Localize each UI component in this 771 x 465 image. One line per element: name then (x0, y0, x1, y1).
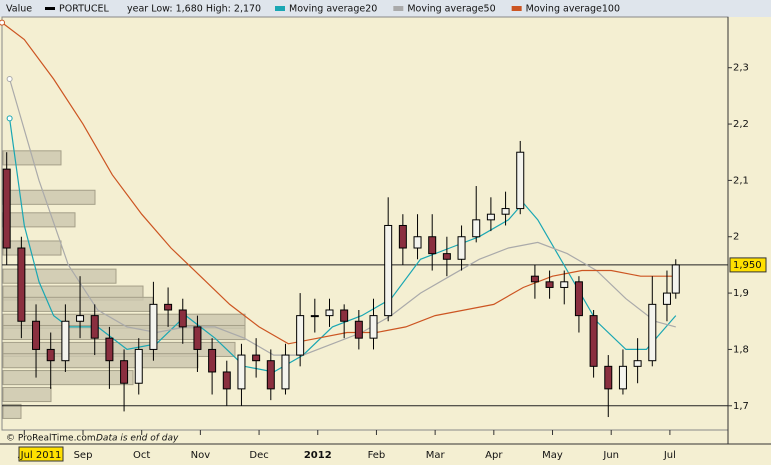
candle-body (398, 224, 407, 249)
y-tick-label: 1,9 (733, 288, 749, 299)
volume-profile-bar (2, 353, 199, 369)
candle-body (105, 337, 114, 362)
legend-swatch (275, 6, 285, 11)
candle-body (501, 208, 510, 215)
last-price-box (729, 257, 767, 273)
x-tick-label: Apr (485, 450, 503, 461)
legend-entry: Moving average20 (289, 4, 377, 15)
y-tick-label: 2 (733, 232, 739, 243)
candle-body (662, 292, 671, 305)
candle-body (134, 348, 143, 384)
candle-body (252, 354, 261, 362)
candle-body (17, 247, 26, 322)
candle-body (671, 264, 680, 294)
volume-profile-bar (2, 212, 76, 228)
candle-body (354, 320, 363, 339)
legend-entry: Moving average50 (407, 4, 495, 15)
candle-body (237, 354, 246, 390)
candle-body (325, 309, 334, 317)
y-tick-label: 2,3 (733, 63, 749, 74)
candle-body (369, 315, 378, 339)
candle-body (296, 315, 305, 356)
header-label: Value (6, 4, 32, 15)
legend-swatch (511, 6, 522, 11)
legend-entry: Moving average100 (526, 4, 620, 15)
x-tick-label: Jul (663, 450, 676, 461)
candle-body (222, 371, 231, 390)
candle-body (589, 315, 598, 367)
candle-body (486, 213, 495, 221)
candle-body (574, 281, 583, 317)
volume-profile-bar (2, 189, 96, 205)
moving-average-start (6, 75, 13, 82)
moving-average-start (0, 19, 5, 26)
candle-body (428, 236, 437, 255)
candle-body (32, 320, 41, 350)
header-bar (0, 0, 771, 17)
cursor-label-box (18, 446, 64, 462)
candle-body (633, 360, 642, 367)
candle-body (208, 348, 217, 373)
candle-body (164, 303, 173, 311)
x-tick-label: Oct (133, 450, 150, 461)
candle-body (149, 303, 158, 350)
header-range: year Low: 1,680 High: 2,170 (127, 4, 261, 15)
cursor-label: Jul 2011 (20, 450, 62, 461)
candle-body (413, 236, 422, 249)
candle-body (193, 326, 202, 350)
candle-body (90, 315, 99, 339)
x-tick-label: Feb (368, 450, 386, 461)
candle-body (530, 275, 539, 283)
y-tick-label: 2,2 (733, 119, 749, 130)
candle-body (648, 303, 657, 362)
legend-entry: PORTUCEL (59, 4, 110, 15)
x-tick-label: Jun (602, 450, 619, 461)
candle-body (618, 365, 627, 390)
volume-profile-bar (2, 268, 117, 284)
candle-body (266, 360, 275, 390)
candle-body (457, 236, 466, 260)
volume-profile-bar (2, 403, 22, 419)
footer-note: Data is end of day (96, 434, 179, 444)
volume-profile-bar (2, 296, 154, 312)
volume-profile-bar (2, 386, 52, 403)
x-tick-label: 2012 (304, 450, 332, 461)
candle-body (472, 219, 481, 238)
candle-body (516, 151, 525, 210)
y-tick-label: 1,8 (733, 344, 749, 355)
candle-body (120, 360, 129, 384)
x-tick-label: Nov (191, 450, 211, 461)
candle-body (61, 320, 70, 362)
moving-average-line (1, 22, 676, 345)
y-tick-label: 1,7 (733, 401, 749, 412)
candle-body (545, 281, 554, 288)
moving-average-start (6, 115, 13, 122)
x-tick-label: Dec (249, 450, 268, 461)
candle-body (281, 354, 290, 390)
x-tick-label: May (542, 450, 563, 461)
candle-body (560, 281, 569, 288)
candle-body (2, 168, 11, 249)
candle-body (46, 348, 55, 362)
candle-body (442, 253, 451, 260)
legend-swatch (393, 6, 404, 11)
legend-swatch (45, 7, 55, 10)
candle-body (76, 315, 85, 322)
candle-body (310, 315, 319, 318)
x-tick-label: Mar (426, 450, 446, 461)
x-tick-label: Sep (74, 450, 93, 461)
moving-average-line (9, 78, 676, 356)
candle-body (604, 365, 613, 390)
volume-profile-bar (2, 370, 134, 386)
footer-source: © ProRealTime.com (6, 434, 96, 444)
y-tick-label: 2,1 (733, 175, 749, 186)
candle-body (384, 224, 393, 317)
candle-body (178, 309, 187, 328)
candle-body (340, 309, 349, 322)
last-price-label: 1,950 (733, 260, 762, 271)
